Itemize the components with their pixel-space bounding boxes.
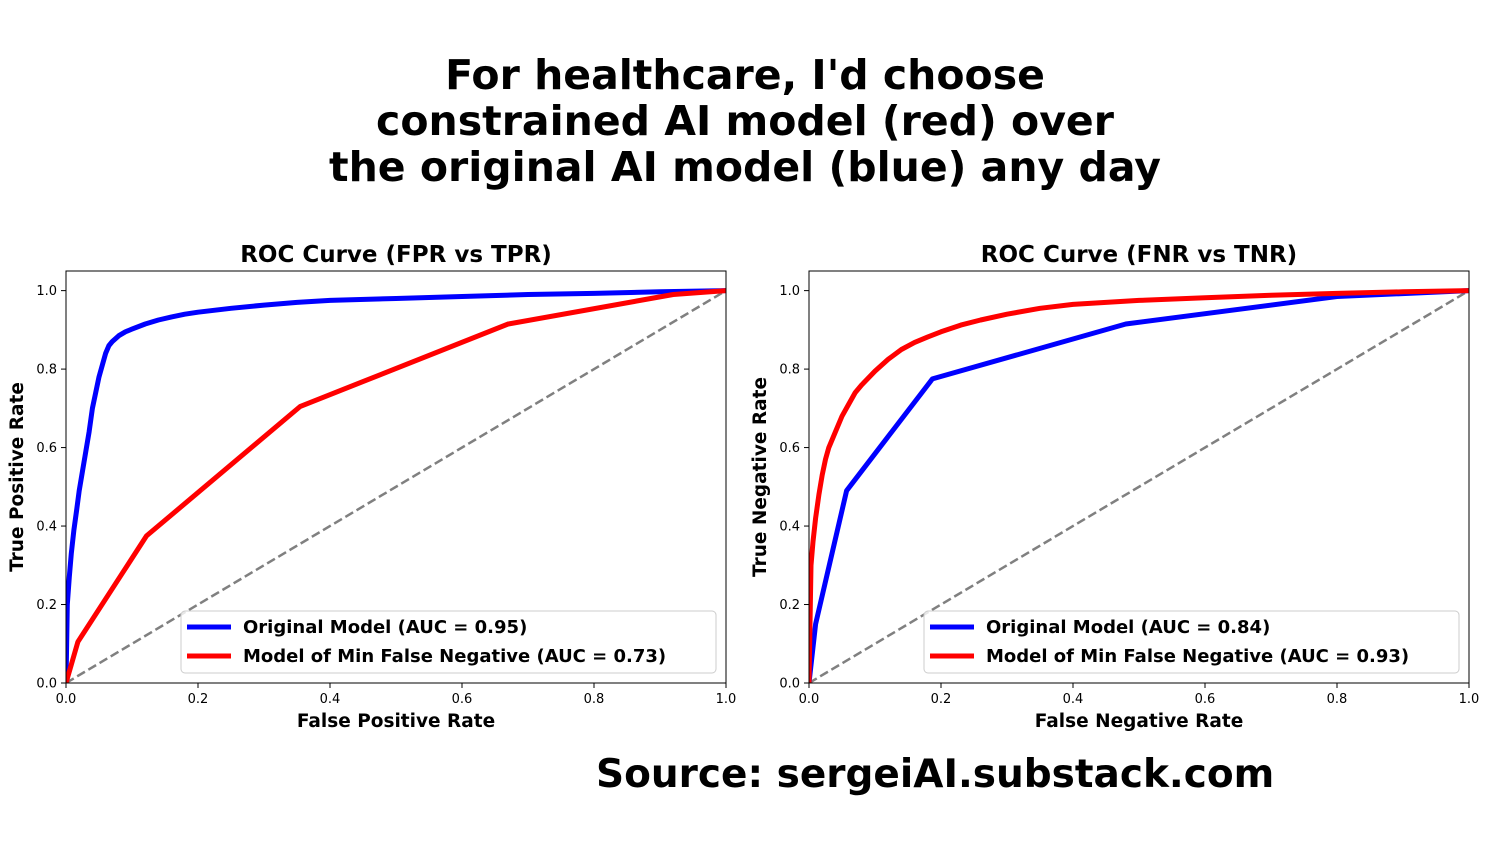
chart-1-ytick-label: 0.2 [36,598,57,613]
chart-2-xtick-label: 0.6 [1195,692,1216,707]
chart-2-xtick-label: 0.0 [799,692,820,707]
chart-2-xtick-label: 0.4 [1063,692,1084,707]
chart-2-series-1-line [809,288,1469,683]
chart-1-legend-label-1: Original Model (AUC = 0.95) [243,617,527,638]
chart-1-legend-label-2: Model of Min False Negative (AUC = 0.73) [243,646,666,667]
chart-1-ytick-label: 1.0 [36,284,57,299]
chart-2-legend-label-1: Original Model (AUC = 0.84) [986,617,1270,638]
chart-2-series-2-line [809,288,1469,683]
figure-title-line-3: the original AI model (blue) any day [328,143,1161,191]
chart-2-axes-frame [808,270,1470,684]
chart-2-ytick-label: 0.8 [779,363,800,378]
chart-2-ylabel: True Negative Rate [750,377,771,577]
figure-title: For healthcare, I'd choose constrained A… [0,52,1490,190]
chart-1-title: ROC Curve (FPR vs TPR) [240,242,552,268]
chart-1-series-2-line [66,288,726,683]
figure-title-line-2: constrained AI model (red) over [376,97,1114,145]
chart-1-ytick-label: 0.4 [36,520,57,535]
chart-1-xtick-label: 0.2 [188,692,209,707]
chart-2-ytick-label: 0.4 [779,520,800,535]
source-credit: Source: sergeiAI.substack.com [596,752,1275,797]
chart-1-xtick-label: 0.8 [584,692,605,707]
chart-2-xtick-label: 1.0 [1459,692,1480,707]
chart-1-xtick-label: 0.6 [452,692,473,707]
chart-1-axes-frame [65,270,727,684]
chart-1-ytick-label: 0.8 [36,363,57,378]
chart-1-ylabel: True Positive Rate [7,382,28,572]
chart-1-ytick-label: 0.6 [36,441,57,456]
chart-2-xlabel: False Negative Rate [1035,711,1244,732]
chart-2-legend-label-2: Model of Min False Negative (AUC = 0.93) [986,646,1409,667]
figure-title-line-1: For healthcare, I'd choose [445,51,1045,99]
chart-1-xtick-label: 0.4 [320,692,341,707]
chart-1-diagonal-line [66,289,726,683]
chart-2-xtick-label: 0.2 [931,692,952,707]
chart-2-ytick-label: 1.0 [779,284,800,299]
chart-1-series-1-line [66,288,726,683]
chart-1-ytick-label: 0.0 [36,677,57,692]
chart-2-title: ROC Curve (FNR vs TNR) [981,242,1297,268]
chart-2-ytick-label: 0.2 [779,598,800,613]
chart-1-xtick-label: 0.0 [56,692,77,707]
chart-1-xlabel: False Positive Rate [297,711,495,732]
chart-1-legend-box [180,610,717,674]
chart-2-xtick-label: 0.8 [1327,692,1348,707]
chart-2-ytick-label: 0.0 [779,677,800,692]
chart-2-legend-box [923,610,1460,674]
chart-2-ytick-label: 0.6 [779,441,800,456]
chart-2-diagonal-line [809,289,1469,683]
chart-1-xtick-label: 1.0 [716,692,737,707]
